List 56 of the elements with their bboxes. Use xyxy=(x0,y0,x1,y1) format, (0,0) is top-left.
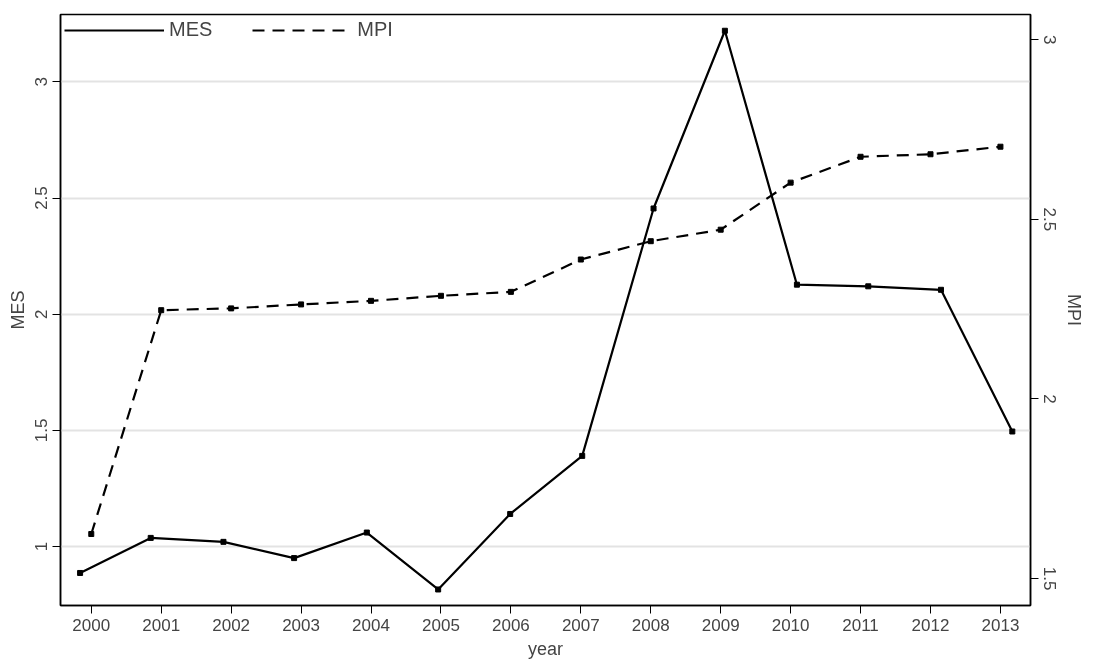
point xyxy=(577,256,584,263)
point xyxy=(647,238,654,245)
point xyxy=(147,534,154,541)
x-tick-label: 2006 xyxy=(491,615,530,635)
point xyxy=(857,153,864,160)
x-axis-title: year xyxy=(527,638,564,659)
point xyxy=(579,452,586,459)
point xyxy=(927,151,934,158)
point xyxy=(77,569,84,576)
x-tick-label: 2013 xyxy=(981,615,1020,635)
x-tick-label: 2010 xyxy=(771,615,810,635)
x-tick-label: 2012 xyxy=(911,615,950,635)
x-tick-label: 2002 xyxy=(212,615,251,635)
point xyxy=(997,143,1004,150)
y-tick-label: 1 xyxy=(32,541,52,552)
point xyxy=(435,586,442,593)
x-tick-label: 2003 xyxy=(282,615,320,635)
y2-tick-label: 2 xyxy=(1039,394,1059,404)
point xyxy=(220,538,227,545)
y2-tick-label: 2.5 xyxy=(1039,207,1059,232)
point xyxy=(507,510,514,517)
point xyxy=(650,205,657,212)
legend-label: MES xyxy=(169,18,213,41)
point xyxy=(793,281,800,288)
y-tick-label: 3 xyxy=(32,77,52,87)
point xyxy=(437,292,444,299)
point xyxy=(717,226,724,233)
x-tick-label: 2005 xyxy=(422,615,460,635)
y2-axis-title: MPI xyxy=(1063,294,1084,327)
x-tick-label: 2011 xyxy=(842,615,879,635)
point xyxy=(228,305,235,312)
point xyxy=(721,27,728,34)
legend-label: MPI xyxy=(357,18,393,41)
point xyxy=(787,179,794,186)
point xyxy=(865,283,872,290)
x-tick-label: 2008 xyxy=(631,615,670,635)
point xyxy=(937,286,944,293)
point xyxy=(1009,428,1016,435)
point xyxy=(88,531,95,538)
y2-tick-label: 3 xyxy=(1039,34,1059,45)
x-tick-label: 2000 xyxy=(72,615,111,635)
y2-tick-label: 1.5 xyxy=(1039,566,1059,591)
y-axis-title: MES xyxy=(7,290,28,330)
point xyxy=(363,529,370,536)
point xyxy=(507,288,514,295)
point xyxy=(368,297,375,304)
x-tick-label: 2007 xyxy=(561,615,600,635)
x-tick-label: 2004 xyxy=(352,615,390,635)
point xyxy=(298,301,305,308)
point xyxy=(291,555,298,562)
x-tick-label: 2009 xyxy=(701,615,740,635)
y-tick-label: 1.5 xyxy=(32,418,52,443)
x-tick-label: 2001 xyxy=(142,615,181,635)
y-tick-label: 2.5 xyxy=(32,186,52,210)
y-tick-label: 2 xyxy=(32,309,52,319)
point xyxy=(158,307,165,314)
